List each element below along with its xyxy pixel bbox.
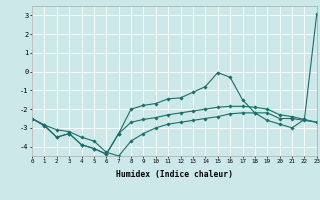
X-axis label: Humidex (Indice chaleur): Humidex (Indice chaleur) <box>116 170 233 179</box>
